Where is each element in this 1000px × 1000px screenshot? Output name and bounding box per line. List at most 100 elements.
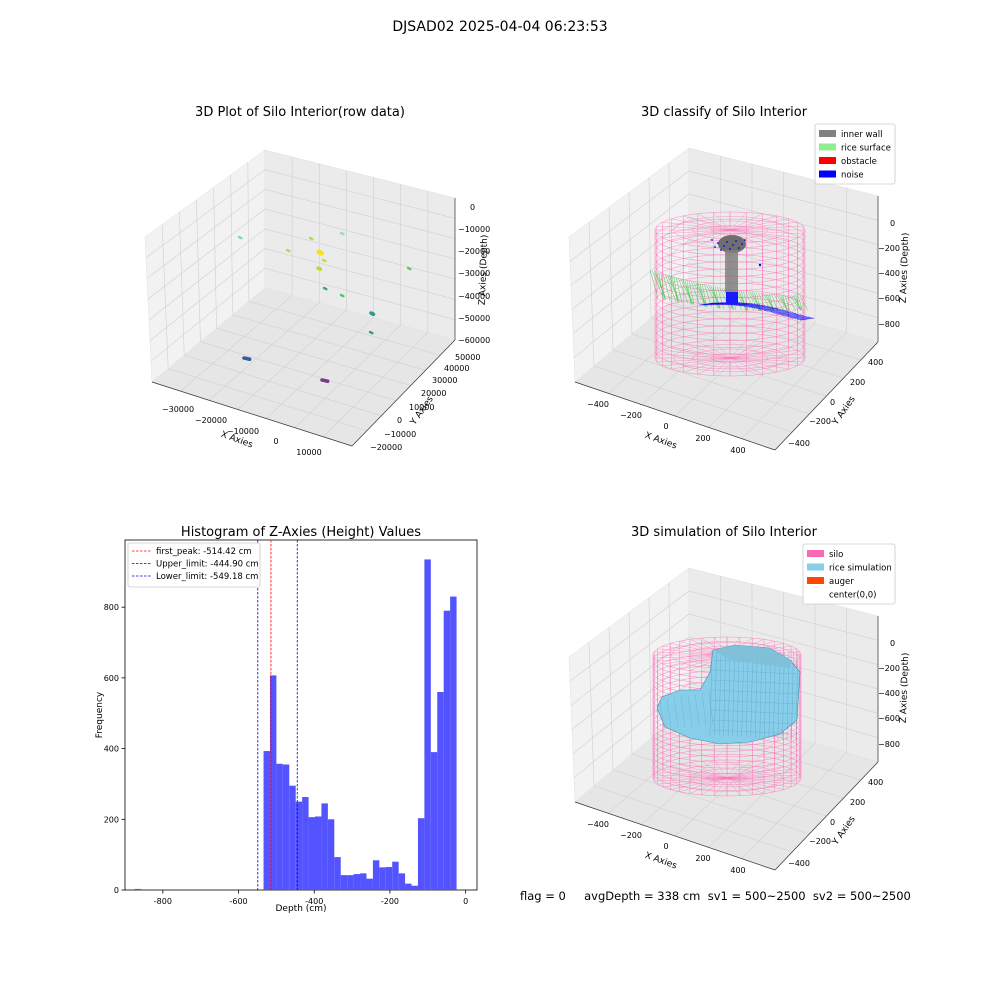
- simulation-rice-mesh-line: [750, 652, 753, 738]
- classify-rice-surface-point: [712, 286, 719, 309]
- classify-noise-point: [738, 303, 753, 306]
- classify-y-tick-label: −200: [809, 417, 831, 426]
- classify-noise-point: [789, 315, 804, 318]
- histogram-x-tick-label: -800: [154, 897, 172, 906]
- classify-rice-surface-point: [678, 277, 689, 304]
- classify-noise-point: [779, 312, 794, 316]
- histogram-legend-box: [127, 542, 261, 588]
- classify-rice-surface-point: [717, 287, 725, 309]
- histogram-bar: [134, 888, 141, 890]
- histogram-x-axis-label: Depth (cm): [275, 904, 326, 914]
- histogram-bar: [289, 785, 296, 890]
- raw-grid-line: [150, 267, 456, 362]
- histogram-bar: [269, 675, 277, 890]
- simulation-y-tick-label: −400: [788, 859, 810, 868]
- simulation-legend-swatch: [807, 590, 824, 598]
- raw-data-point: [409, 268, 412, 271]
- classify-rice-surface-point: [714, 286, 720, 309]
- histogram-x-tick-label: -400: [305, 897, 323, 906]
- raw-data-point: [319, 250, 324, 256]
- histogram-y-tick-label: 600: [104, 674, 119, 683]
- classify-rice-surface-point: [751, 292, 761, 311]
- simulation-z-tick-label: 0: [890, 639, 895, 648]
- classify-rice-surface-point: [782, 294, 787, 311]
- classify-noise-point: [711, 239, 713, 241]
- classify-noise-point: [748, 304, 763, 308]
- histogram-bar: [411, 885, 418, 890]
- histogram-bar: [308, 817, 316, 890]
- classify-rice-surface-point: [797, 295, 803, 311]
- classify-z-tick-label: −200: [878, 244, 900, 253]
- histogram-y-tick-label: 0: [114, 886, 119, 895]
- raw-grid-line: [237, 310, 347, 410]
- raw-grid-line: [180, 295, 293, 392]
- raw-grid-line: [248, 301, 441, 356]
- simulation-y-tick-label: 200: [850, 798, 865, 807]
- classify-silo-ring: [711, 353, 749, 363]
- classify-legend-swatch: [819, 143, 836, 151]
- classify-rice-surface-point: [658, 272, 664, 300]
- raw-y-tick-label: 10000: [409, 403, 434, 412]
- simulation-legend-swatch: [807, 563, 824, 571]
- simulation-3d-panel: −400 −200 0 200 400 −400 −200 0 200 400 0 −200 −400 −…: [568, 543, 911, 875]
- simulation-z-tick-label: −400: [878, 689, 900, 698]
- classify-silo-ring: [673, 344, 787, 372]
- classify-rice-surface-point: [695, 282, 708, 307]
- simulation-z-tick-label: −600: [878, 714, 900, 723]
- raw-x-tick-label: 10000: [296, 448, 321, 457]
- histogram-y-tick-label: 400: [104, 745, 119, 754]
- classify-noise-point: [764, 308, 779, 311]
- classify-x-tick-label: 0: [663, 422, 668, 431]
- simulation-rice-mesh-line: [773, 652, 776, 739]
- classify-x-axis-label: X Axies: [643, 431, 678, 452]
- classify-rice-surface-point: [701, 283, 707, 308]
- raw-grid-line: [196, 199, 201, 342]
- classify-rice-surface-point: [664, 274, 677, 302]
- raw-data-point: [325, 379, 330, 384]
- classify-noise-point: [799, 317, 815, 321]
- raw-grid-line: [178, 212, 185, 356]
- classify-x-axis-line: [574, 381, 776, 451]
- raw-y-tick-label: 50000: [455, 353, 480, 362]
- raw-grid-line: [216, 327, 411, 386]
- histogram-x-tick-label: 0: [463, 897, 468, 906]
- simulation-rice-mesh-line: [727, 651, 731, 737]
- classify-noise-point: [746, 304, 761, 308]
- histogram-bar: [417, 818, 425, 890]
- classify-rice-surface-point: [771, 294, 778, 311]
- raw-y-tick-label: −20000: [370, 443, 402, 452]
- simulation-rice-mesh-line: [711, 689, 799, 695]
- histogram-x-tick-label: -600: [229, 897, 247, 906]
- simulation-legend-box: [802, 543, 896, 605]
- simulation-rice-mesh-line: [711, 729, 799, 735]
- classify-rice-surface-point: [741, 290, 746, 311]
- classify-legend-label: rice surface: [841, 144, 891, 154]
- classify-rice-surface-point: [778, 294, 790, 311]
- histogram-legend-label: first_peak: -514.42 cm: [156, 547, 252, 557]
- classify-noise-point: [735, 302, 750, 306]
- classify-rice-surface-point: [656, 271, 666, 300]
- classify-legend-box: [814, 123, 896, 185]
- classify-noise-point: [756, 306, 771, 310]
- raw-grid-line: [148, 228, 456, 321]
- raw-grid-line: [145, 169, 456, 258]
- histogram-bar: [372, 860, 380, 890]
- raw-grid-line: [168, 368, 367, 432]
- histogram-title: Histogram of Z-Axies (Height) Values: [181, 525, 421, 540]
- classify-rice-surface-point: [773, 294, 784, 311]
- simulation-x-tick-label: 0: [663, 842, 668, 851]
- classify-noise-point: [774, 310, 789, 314]
- raw-x-tick-label: −10000: [227, 427, 259, 436]
- histogram-bar: [366, 878, 373, 890]
- simulation-legend-label: rice simulation: [829, 564, 892, 574]
- simulation-legend-label: center(0,0): [829, 591, 877, 601]
- simulation-y-axis-line: [774, 761, 879, 871]
- simulation-z-tick-label: −800: [878, 740, 900, 749]
- simulation-rice-mesh-line: [709, 649, 713, 736]
- raw-y-tick-label: 20000: [421, 389, 446, 398]
- classify-y-tick-label: 0: [830, 398, 835, 407]
- classify-y-tick-label: 400: [868, 358, 883, 367]
- classify-z-tick-label: −800: [878, 320, 900, 329]
- classify-rice-surface-point: [736, 290, 749, 311]
- simulation-rice-mesh-line: [673, 697, 679, 728]
